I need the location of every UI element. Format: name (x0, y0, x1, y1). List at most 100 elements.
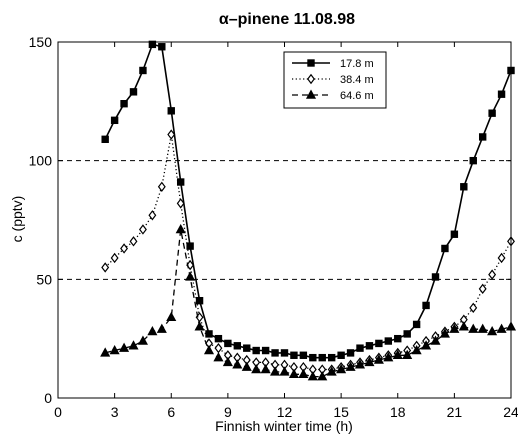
data-point (356, 344, 364, 352)
data-point (375, 339, 383, 348)
data-point (394, 334, 402, 343)
data-point (497, 252, 506, 264)
x-tick-label: 18 (390, 404, 406, 420)
data-point (232, 359, 243, 369)
data-point (137, 335, 148, 345)
data-point (449, 323, 460, 333)
data-point (469, 302, 478, 314)
data-point (441, 244, 449, 253)
data-point (402, 349, 413, 359)
data-point (458, 321, 469, 331)
x-tick-label: 15 (333, 404, 349, 420)
data-point (309, 353, 317, 362)
tick-layer: 0 3 6 9 12 15 18 21 24 0 50 100 150 (29, 34, 518, 420)
data-point (290, 351, 298, 359)
data-point (317, 371, 328, 381)
data-point (422, 301, 430, 310)
data-point (194, 321, 205, 331)
y-tick-label: 150 (29, 34, 53, 50)
data-point (478, 133, 487, 141)
data-point (346, 349, 355, 357)
x-tick-label: 12 (277, 404, 293, 420)
data-point (167, 107, 175, 115)
y-axis-label: c (pptv) (9, 196, 25, 243)
data-point (214, 342, 223, 354)
data-point (460, 183, 468, 191)
series-diamond (101, 129, 515, 375)
data-point (176, 198, 185, 209)
data-point (100, 347, 111, 357)
data-point (110, 116, 119, 125)
data-point (109, 344, 120, 355)
data-point (488, 269, 497, 280)
legend-label: 64.6 m (340, 90, 374, 102)
data-point (175, 223, 186, 234)
data-point (101, 135, 109, 144)
data-point (120, 243, 129, 254)
legend: 17.8 m 38.4 m 64.6 m (283, 51, 387, 109)
x-axis-label: Finnish winter time (h) (215, 418, 353, 434)
x-tick-label: 9 (224, 404, 232, 420)
data-point (392, 349, 403, 359)
data-point (450, 230, 459, 238)
data-point (224, 339, 232, 348)
data-point (477, 323, 488, 333)
data-point (327, 353, 336, 362)
data-point (430, 335, 441, 345)
data-point (270, 366, 281, 376)
data-point (176, 178, 185, 186)
legend-label: 38.4 m (340, 74, 374, 86)
data-point (364, 356, 375, 367)
data-point (186, 242, 194, 250)
series-triangle (100, 223, 517, 381)
data-point (148, 210, 157, 221)
y-tick-label: 50 (36, 271, 52, 287)
y-tick-label: 100 (29, 153, 53, 169)
x-tick-label: 24 (503, 404, 518, 420)
data-point (167, 129, 176, 140)
series-square (101, 40, 515, 362)
data-point (468, 323, 479, 333)
data-point (129, 88, 138, 96)
data-point (365, 342, 374, 350)
data-point (336, 363, 347, 374)
data-point (383, 352, 394, 362)
data-point (128, 340, 139, 350)
data-point (213, 352, 224, 362)
data-point (101, 262, 110, 273)
data-point (337, 351, 345, 359)
data-point (195, 296, 204, 305)
data-point (478, 283, 487, 295)
x-tick-label: 21 (447, 404, 463, 420)
data-point (148, 40, 157, 49)
data-point (138, 224, 147, 235)
grid-layer (58, 160, 511, 280)
data-point (110, 252, 119, 264)
data-point (271, 349, 279, 357)
chart-title: α–pinene 11.08.98 (219, 11, 355, 28)
series-layer (100, 40, 517, 381)
legend-marker-square (307, 59, 315, 67)
data-point (157, 181, 166, 192)
data-point (488, 109, 496, 117)
series-line-triangle (105, 229, 512, 378)
data-point (345, 361, 356, 371)
data-point (354, 359, 366, 369)
data-point (403, 330, 411, 338)
data-point (496, 323, 507, 333)
data-point (421, 340, 432, 350)
data-point (147, 326, 158, 336)
data-point (298, 368, 309, 378)
data-point (139, 66, 147, 75)
data-point (280, 349, 289, 357)
data-point (205, 330, 213, 338)
data-point (166, 311, 177, 322)
series-line-diamond (104, 134, 512, 371)
data-point (469, 156, 477, 165)
data-point (120, 100, 128, 108)
x-tick-label: 6 (167, 404, 175, 420)
data-point (318, 353, 326, 362)
y-tick-label: 0 (44, 390, 52, 406)
legend-box (283, 51, 387, 109)
